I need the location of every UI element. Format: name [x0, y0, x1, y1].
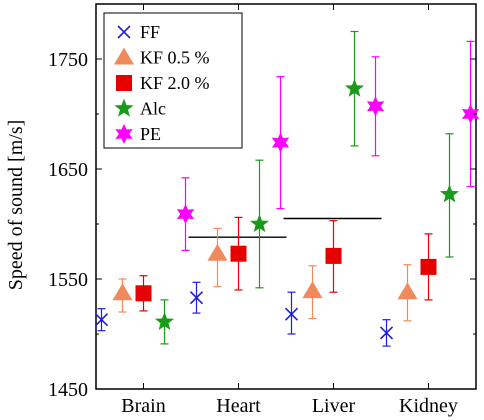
data-point	[176, 204, 195, 225]
data-point	[249, 214, 270, 233]
legend-marker-star-icon	[114, 98, 134, 117]
data-point	[94, 313, 109, 327]
legend-label: FF	[140, 22, 160, 42]
data-point	[302, 281, 323, 299]
y-tick-label: 1550	[48, 269, 88, 291]
data-point	[325, 247, 342, 264]
x-tick-label: Brain	[121, 395, 165, 417]
plot-frame	[95, 3, 477, 390]
x-tick-label: Kidney	[399, 395, 458, 417]
x-tick-label: Heart	[216, 395, 261, 417]
data-point	[461, 104, 480, 124]
legend-label: Alc	[140, 99, 166, 119]
x-axis: Brain Heart Liver Kidney	[121, 4, 458, 417]
data-point	[271, 132, 290, 153]
data-point	[344, 78, 365, 97]
y-tick-label: 1750	[48, 49, 88, 71]
legend-marker-triangle-icon	[114, 47, 134, 65]
series-pe	[176, 40, 480, 251]
data-point	[207, 243, 228, 261]
data-point	[112, 283, 133, 301]
data-point	[439, 184, 460, 203]
legend: FF KF 0.5 % KF 2.0 % Alc PE	[103, 12, 243, 149]
data-point	[154, 311, 175, 330]
legend-label: PE	[140, 124, 161, 144]
data-point	[135, 285, 152, 302]
data-point	[397, 282, 418, 300]
y-tick-label: 1450	[48, 379, 88, 401]
series-ff	[94, 281, 394, 347]
data-point	[284, 307, 299, 321]
legend-marker-square-icon	[116, 75, 132, 91]
series-kf-2-0-	[135, 216, 437, 312]
legend-label: KF 2.0 %	[140, 73, 210, 93]
y-tick-label: 1650	[48, 159, 88, 181]
data-point	[420, 258, 437, 275]
legend-label: KF 0.5 %	[140, 48, 210, 68]
data-point	[366, 96, 385, 117]
data-point	[379, 326, 394, 340]
x-tick-label: Liver	[312, 395, 356, 417]
y-axis-title: Speed of sound [m/s]	[5, 120, 27, 291]
data-point	[230, 245, 247, 262]
data-point	[189, 291, 204, 305]
y-axis: 1450 1550 1650 1750	[48, 49, 476, 401]
legend-marker-x-icon	[117, 25, 131, 39]
legend-marker-hexstar-icon	[115, 124, 133, 144]
series-kf-0-5-	[112, 227, 418, 322]
data-marks	[94, 30, 480, 347]
series-alc	[154, 30, 460, 345]
